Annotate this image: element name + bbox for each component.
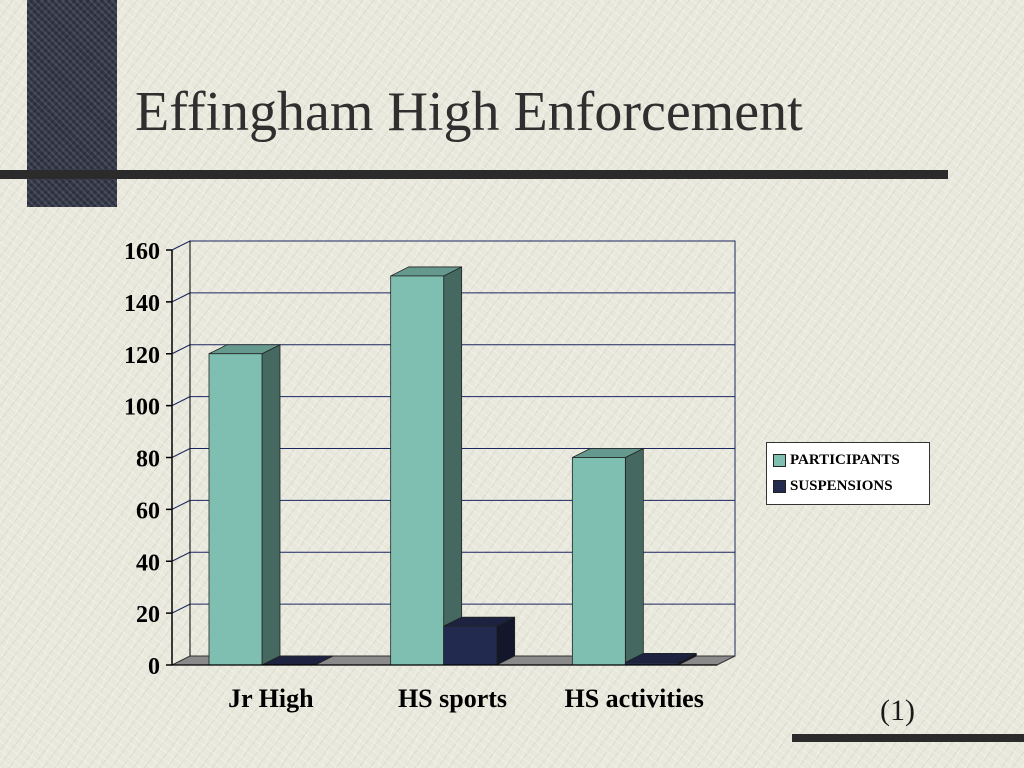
gridline-side — [171, 551, 191, 562]
bar-side — [443, 266, 463, 666]
gridline-side — [171, 292, 191, 303]
title-divider — [0, 170, 948, 179]
bar-front — [443, 625, 498, 666]
x-tick-label: Jr High — [228, 684, 314, 713]
gridline-side — [171, 344, 191, 355]
gridline-side — [171, 448, 191, 458]
bar-front — [208, 353, 263, 666]
y-tick-label: 100 — [124, 395, 160, 421]
y-tick-label: 140 — [124, 291, 160, 317]
bar-side — [624, 447, 644, 666]
gridline-side — [171, 499, 191, 510]
y-tick-label: 80 — [136, 447, 160, 473]
y-tick-label: 160 — [124, 239, 160, 265]
bar-front — [571, 457, 626, 666]
legend-swatch-participants — [773, 453, 786, 467]
bar-side — [261, 344, 281, 666]
bar-participants-hs-activities — [571, 447, 644, 666]
bar-suspensions-hs-activities — [624, 652, 697, 666]
legend-item-participants: PARTICIPANTS — [773, 447, 929, 473]
footer-divider — [792, 734, 1024, 742]
y-tick-label: 20 — [136, 602, 160, 628]
y-tick-label: 60 — [136, 498, 160, 524]
page-number: (1) — [880, 694, 915, 727]
y-tick-label: 120 — [124, 343, 160, 369]
x-tick-label: HS sports — [398, 684, 507, 713]
legend-swatch-suspensions — [773, 479, 786, 493]
x-tick-label: HS activities — [564, 684, 703, 713]
y-tick-label: 40 — [136, 550, 160, 576]
legend-label-suspensions: SUSPENSIONS — [790, 477, 893, 494]
bar-participants-jr-high — [208, 344, 281, 666]
chart-legend: PARTICIPANTS SUSPENSIONS — [766, 442, 930, 505]
slide-title: Effingham High Enforcement — [135, 81, 803, 143]
bar-participants-hs-sports — [390, 266, 463, 666]
gridline-side — [171, 240, 191, 251]
bar-suspensions-hs-sports — [443, 616, 516, 666]
gridline-side — [171, 603, 191, 614]
legend-label-participants: PARTICIPANTS — [790, 451, 900, 468]
legend-item-suspensions: SUSPENSIONS — [773, 473, 929, 499]
bar-front — [390, 275, 445, 666]
gridline-side — [171, 396, 191, 407]
y-tick-label: 0 — [148, 654, 160, 680]
